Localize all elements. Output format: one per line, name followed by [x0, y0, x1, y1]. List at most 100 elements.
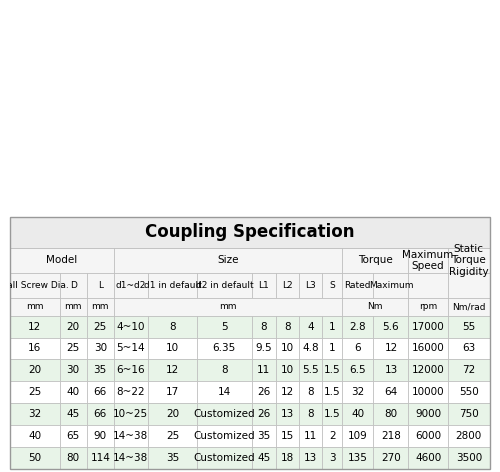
- Text: 80: 80: [384, 409, 398, 419]
- Text: 26: 26: [258, 409, 270, 419]
- Text: 5~14: 5~14: [116, 344, 145, 354]
- Text: 17: 17: [166, 387, 179, 397]
- Text: 72: 72: [462, 365, 475, 375]
- Bar: [408, 316, 448, 337]
- Text: 135: 135: [348, 453, 368, 463]
- Text: Model: Model: [46, 255, 78, 265]
- Text: Rated: Rated: [344, 281, 371, 290]
- Text: 9.5: 9.5: [256, 344, 272, 354]
- Bar: [197, 425, 252, 447]
- Bar: [322, 425, 342, 447]
- Text: 8: 8: [308, 387, 314, 397]
- Bar: [197, 360, 252, 381]
- Text: 20: 20: [66, 321, 80, 332]
- Bar: [408, 403, 448, 425]
- Bar: [408, 360, 448, 381]
- Text: 40: 40: [351, 409, 364, 419]
- Text: 109: 109: [348, 431, 368, 441]
- Text: 17000: 17000: [412, 321, 444, 332]
- Bar: [276, 273, 299, 298]
- Bar: [374, 447, 408, 469]
- Text: 35: 35: [94, 365, 107, 375]
- Bar: [86, 273, 114, 298]
- Bar: [342, 425, 374, 447]
- Bar: [448, 447, 490, 469]
- Text: 3: 3: [329, 453, 336, 463]
- Bar: [276, 360, 299, 381]
- Text: 1.5: 1.5: [324, 387, 340, 397]
- Bar: [10, 273, 59, 298]
- Bar: [114, 273, 148, 298]
- Bar: [342, 248, 408, 273]
- Bar: [10, 447, 59, 469]
- Bar: [342, 447, 374, 469]
- Bar: [408, 248, 448, 273]
- Bar: [10, 316, 59, 337]
- Bar: [10, 298, 59, 316]
- Bar: [276, 316, 299, 337]
- Text: 14~38: 14~38: [113, 431, 148, 441]
- Bar: [408, 381, 448, 403]
- Bar: [10, 381, 59, 403]
- Bar: [408, 425, 448, 447]
- Text: 8: 8: [308, 409, 314, 419]
- Bar: [299, 403, 322, 425]
- Bar: [448, 316, 490, 337]
- Text: 12: 12: [166, 365, 179, 375]
- Text: Maximum
Speed: Maximum Speed: [402, 250, 454, 271]
- Text: 18: 18: [281, 453, 294, 463]
- Bar: [60, 403, 86, 425]
- Bar: [10, 403, 59, 425]
- Text: 16: 16: [28, 344, 42, 354]
- Bar: [197, 403, 252, 425]
- Bar: [322, 403, 342, 425]
- Bar: [86, 298, 114, 316]
- Bar: [342, 273, 374, 298]
- Text: mm: mm: [92, 303, 109, 312]
- Text: 12000: 12000: [412, 365, 444, 375]
- Text: D: D: [70, 281, 76, 290]
- Text: 35: 35: [166, 453, 179, 463]
- Text: 40: 40: [28, 431, 42, 441]
- Text: 6.35: 6.35: [212, 344, 236, 354]
- Bar: [60, 337, 86, 360]
- Text: 750: 750: [459, 409, 478, 419]
- Text: 10: 10: [281, 344, 294, 354]
- Text: Torque: Torque: [358, 255, 392, 265]
- Bar: [114, 447, 148, 469]
- Bar: [374, 403, 408, 425]
- Bar: [374, 316, 408, 337]
- Bar: [10, 248, 114, 273]
- Text: 8: 8: [169, 321, 175, 332]
- Bar: [197, 447, 252, 469]
- Bar: [86, 316, 114, 337]
- Text: Ball Screw Dia.: Ball Screw Dia.: [1, 281, 68, 290]
- Bar: [276, 337, 299, 360]
- Bar: [60, 316, 86, 337]
- Bar: [299, 337, 322, 360]
- Text: 1: 1: [329, 344, 336, 354]
- Text: L3: L3: [306, 281, 316, 290]
- Text: 1.5: 1.5: [324, 365, 340, 375]
- Bar: [148, 316, 197, 337]
- Text: 32: 32: [351, 387, 364, 397]
- Text: 6000: 6000: [415, 431, 441, 441]
- Text: 13: 13: [384, 365, 398, 375]
- Bar: [276, 381, 299, 403]
- Bar: [10, 360, 59, 381]
- Bar: [322, 381, 342, 403]
- Bar: [252, 447, 276, 469]
- Text: 218: 218: [381, 431, 401, 441]
- Bar: [60, 381, 86, 403]
- Bar: [10, 425, 59, 447]
- Text: 2: 2: [329, 431, 336, 441]
- Text: 30: 30: [94, 344, 107, 354]
- Bar: [252, 360, 276, 381]
- Bar: [342, 298, 408, 316]
- Bar: [252, 337, 276, 360]
- Text: 65: 65: [66, 431, 80, 441]
- Bar: [114, 248, 342, 273]
- Bar: [114, 316, 148, 337]
- Text: 8: 8: [260, 321, 267, 332]
- Bar: [342, 381, 374, 403]
